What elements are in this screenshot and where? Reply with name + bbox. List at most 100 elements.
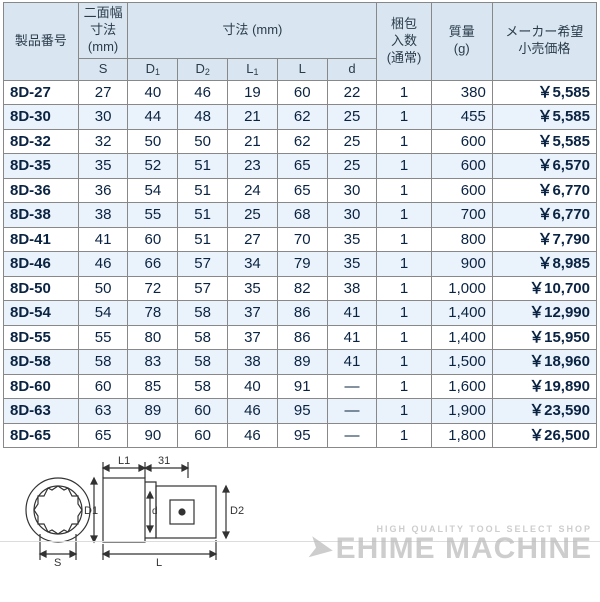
- cell-l1: 25: [228, 203, 278, 228]
- cell-d: 35: [327, 227, 377, 252]
- diagram-label-l: L: [156, 557, 162, 569]
- cell-mass: 600: [431, 129, 492, 154]
- cell-l: 70: [277, 227, 327, 252]
- table-row: 8D-606085584091—11,600￥19,890: [4, 374, 597, 399]
- th-width-dim: 二面幅 寸法 (mm): [78, 3, 128, 59]
- cell-pack: 1: [377, 252, 431, 277]
- cell-product-no: 8D-38: [4, 203, 79, 228]
- cell-l: 86: [277, 301, 327, 326]
- table-row: 8D-5050725735823811,000￥10,700: [4, 276, 597, 301]
- cell-s: 58: [78, 350, 128, 375]
- cell-s: 35: [78, 154, 128, 179]
- cell-pack: 1: [377, 80, 431, 105]
- cell-mass: 1,000: [431, 276, 492, 301]
- cell-d1: 52: [128, 154, 178, 179]
- cell-d1: 60: [128, 227, 178, 252]
- cell-d: 41: [327, 350, 377, 375]
- cell-d2: 58: [178, 350, 228, 375]
- cell-product-no: 8D-30: [4, 105, 79, 130]
- cell-mass: 600: [431, 154, 492, 179]
- cell-price: ￥5,585: [492, 80, 596, 105]
- cell-mass: 1,400: [431, 325, 492, 350]
- cell-l1: 21: [228, 105, 278, 130]
- cell-price: ￥26,500: [492, 423, 596, 448]
- cell-mass: 600: [431, 178, 492, 203]
- cell-l: 68: [277, 203, 327, 228]
- spec-table: 製品番号 二面幅 寸法 (mm) 寸法 (mm) 梱包 入数 (通常) 質量 (…: [3, 2, 597, 448]
- cell-d: 38: [327, 276, 377, 301]
- cell-s: 63: [78, 399, 128, 424]
- diagram-label-d: d: [152, 506, 158, 517]
- cell-l: 86: [277, 325, 327, 350]
- cell-price: ￥19,890: [492, 374, 596, 399]
- cell-s: 30: [78, 105, 128, 130]
- cell-product-no: 8D-58: [4, 350, 79, 375]
- cell-l: 91: [277, 374, 327, 399]
- cell-l1: 23: [228, 154, 278, 179]
- cell-price: ￥8,985: [492, 252, 596, 277]
- th-l1: L1: [228, 58, 278, 80]
- cell-d2: 51: [178, 203, 228, 228]
- cell-d1: 78: [128, 301, 178, 326]
- cell-d: 25: [327, 129, 377, 154]
- cell-l: 65: [277, 154, 327, 179]
- cell-s: 60: [78, 374, 128, 399]
- th-d1: D1: [128, 58, 178, 80]
- cell-l1: 35: [228, 276, 278, 301]
- cell-d2: 48: [178, 105, 228, 130]
- cell-product-no: 8D-46: [4, 252, 79, 277]
- cell-s: 38: [78, 203, 128, 228]
- cell-mass: 1,900: [431, 399, 492, 424]
- table-row: 8D-383855512568301700￥6,770: [4, 203, 597, 228]
- table-row: 8D-414160512770351800￥7,790: [4, 227, 597, 252]
- cell-product-no: 8D-41: [4, 227, 79, 252]
- cell-s: 55: [78, 325, 128, 350]
- cell-s: 36: [78, 178, 128, 203]
- cell-pack: 1: [377, 105, 431, 130]
- cell-d1: 40: [128, 80, 178, 105]
- cell-s: 46: [78, 252, 128, 277]
- cell-l1: 19: [228, 80, 278, 105]
- cell-price: ￥5,585: [492, 129, 596, 154]
- cell-d: 22: [327, 80, 377, 105]
- th-mass: 質量 (g): [431, 3, 492, 81]
- cell-price: ￥6,770: [492, 178, 596, 203]
- diagram-label-s: S: [54, 557, 61, 569]
- cell-product-no: 8D-60: [4, 374, 79, 399]
- cell-d1: 66: [128, 252, 178, 277]
- table-body: 8D-272740461960221380￥5,5858D-3030444821…: [4, 80, 597, 448]
- cell-d: 30: [327, 178, 377, 203]
- watermark-logo-icon: ➤: [305, 532, 336, 566]
- cell-s: 27: [78, 80, 128, 105]
- cell-d1: 90: [128, 423, 178, 448]
- th-price: メーカー希望 小売価格: [492, 3, 596, 81]
- th-dim: 寸法 (mm): [128, 3, 377, 59]
- cell-pack: 1: [377, 178, 431, 203]
- cell-d: 30: [327, 203, 377, 228]
- th-product-no: 製品番号: [4, 3, 79, 81]
- cell-l: 89: [277, 350, 327, 375]
- cell-product-no: 8D-55: [4, 325, 79, 350]
- cell-product-no: 8D-32: [4, 129, 79, 154]
- cell-price: ￥5,585: [492, 105, 596, 130]
- cell-product-no: 8D-63: [4, 399, 79, 424]
- cell-product-no: 8D-50: [4, 276, 79, 301]
- cell-pack: 1: [377, 374, 431, 399]
- cell-pack: 1: [377, 423, 431, 448]
- cell-pack: 1: [377, 301, 431, 326]
- cell-d2: 58: [178, 301, 228, 326]
- cell-s: 32: [78, 129, 128, 154]
- cell-d1: 55: [128, 203, 178, 228]
- cell-d1: 54: [128, 178, 178, 203]
- cell-s: 41: [78, 227, 128, 252]
- cell-l1: 46: [228, 423, 278, 448]
- cell-s: 50: [78, 276, 128, 301]
- cell-l1: 37: [228, 325, 278, 350]
- th-s: S: [78, 58, 128, 80]
- cell-l: 79: [277, 252, 327, 277]
- cell-product-no: 8D-27: [4, 80, 79, 105]
- cell-d2: 60: [178, 423, 228, 448]
- cell-l1: 24: [228, 178, 278, 203]
- cell-d2: 51: [178, 154, 228, 179]
- cell-d: 41: [327, 301, 377, 326]
